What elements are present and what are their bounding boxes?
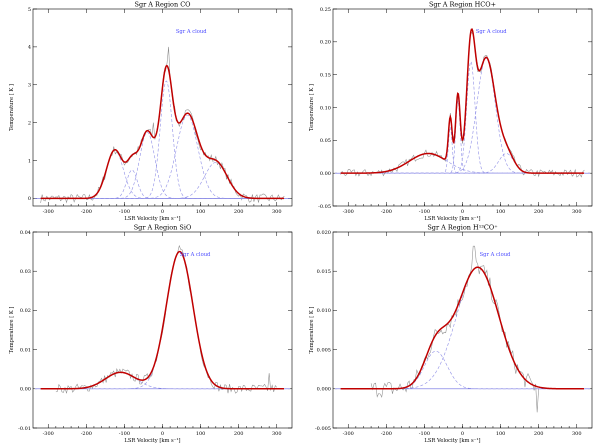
total-fit [40, 250, 284, 390]
gaussian-component-6 [40, 162, 285, 199]
y-tick-label: 0.015 [317, 269, 331, 275]
x-axis-label: LSR Velocity [km s⁻¹] [124, 438, 180, 444]
y-axis-label: Temperature [ K ] [309, 84, 315, 131]
x-tick-label: -100 [419, 209, 430, 215]
x-tick-label: 0 [161, 431, 164, 437]
gaussian-component-2 [340, 266, 585, 390]
x-tick-label: -300 [343, 209, 354, 215]
chart-title: Sgr A Region CO [135, 1, 191, 9]
total-fit [40, 64, 284, 200]
observed-spectrum [40, 46, 285, 204]
chart-title: Sgr A Region H¹³CO⁺ [427, 224, 497, 232]
x-tick-label: 100 [196, 209, 206, 215]
y-tick-label: 0.01 [20, 347, 31, 353]
y-axis-label: Temperature [ K ] [309, 307, 315, 354]
y-tick-label: 0.25 [320, 7, 331, 13]
chart-title: Sgr A Region SiO [134, 224, 192, 232]
annotation-label: Sgr A cloud [476, 29, 507, 35]
x-tick-label: -200 [81, 209, 92, 215]
gaussian-component-2 [340, 127, 585, 174]
x-tick-label: 100 [496, 431, 506, 437]
observed-spectrum [55, 244, 277, 394]
x-tick-label: 200 [534, 431, 544, 437]
annotation-label: Sgr A cloud [176, 29, 207, 35]
annotation-label: Sgr A cloud [180, 252, 211, 258]
x-tick-label: 300 [272, 431, 282, 437]
y-tick-label: 0.005 [317, 347, 331, 353]
x-tick-label: 200 [534, 209, 544, 215]
y-tick-label: 0.00 [320, 171, 331, 177]
y-tick-label: 0.10 [320, 105, 331, 111]
x-tick-label: 200 [234, 209, 244, 215]
x-tick-label: 200 [234, 431, 244, 437]
total-fit [340, 266, 584, 390]
y-tick-label: 4 [28, 45, 31, 51]
x-tick-label: 0 [161, 209, 164, 215]
y-tick-label: 2 [28, 120, 31, 126]
x-tick-label: 300 [572, 431, 582, 437]
y-tick-label: 5 [28, 7, 31, 13]
x-tick-label: -100 [419, 431, 430, 437]
total-fit [340, 28, 584, 174]
y-tick-label: 0.02 [20, 308, 31, 314]
x-tick-label: 100 [196, 431, 206, 437]
x-tick-label: -200 [381, 209, 392, 215]
observed-spectrum [340, 31, 585, 178]
gaussian-component-1 [40, 149, 285, 199]
x-tick-label: -300 [43, 431, 54, 437]
y-tick-label: 0.010 [317, 308, 331, 314]
y-tick-label: 1 [28, 158, 31, 164]
x-tick-label: -200 [81, 431, 92, 437]
y-tick-label: 0.05 [320, 138, 331, 144]
y-tick-label: -0.01 [18, 426, 31, 432]
gaussian-component-4 [40, 80, 285, 199]
x-tick-label: 100 [496, 209, 506, 215]
y-tick-label: 0.15 [320, 72, 331, 78]
y-tick-label: 0.020 [317, 230, 331, 236]
x-axis-label: LSR Velocity [km s⁻¹] [124, 216, 180, 222]
x-tick-label: 0 [461, 209, 464, 215]
y-tick-label: 0.03 [20, 269, 31, 275]
chart-panel-2: Sgr A Region HCO+ -300 -200 -100 0 100 200 300 -… [309, 1, 593, 222]
x-tick-label: -300 [343, 431, 354, 437]
gaussian-component-4 [340, 60, 585, 174]
x-tick-label: -300 [43, 209, 54, 215]
y-axis-label: Temperature [ K ] [9, 307, 15, 354]
chart-title: Sgr A Region HCO+ [429, 1, 496, 9]
gaussian-component-5 [40, 114, 285, 199]
gaussian-component-2 [40, 251, 285, 390]
x-tick-label: -200 [381, 431, 392, 437]
y-tick-label: 3 [28, 83, 31, 89]
chart-panel-3: Sgr A Region SiO -300 -200 -100 0 100 200 300 -0… [9, 224, 293, 444]
y-tick-label: 0.00 [20, 387, 31, 393]
gaussian-component-1 [40, 372, 285, 390]
x-tick-label: 300 [572, 209, 582, 215]
gaussian-component-3 [40, 131, 285, 199]
x-tick-label: 0 [461, 431, 464, 437]
plot-frame [332, 8, 593, 207]
x-tick-label: -100 [119, 209, 130, 215]
x-axis-label: LSR Velocity [km s⁻¹] [424, 216, 480, 222]
gaussian-component-5 [340, 57, 585, 174]
y-tick-label: -0.005 [315, 426, 331, 432]
observed-spectrum [370, 245, 539, 413]
x-tick-label: -100 [119, 431, 130, 437]
chart-panel-1: Sgr A Region CO -300 -200 -100 0 100 200 300 0 1 2… [9, 1, 293, 222]
chart-panel-4: Sgr A Region H¹³CO⁺ -300 -200 -100 0 100 200 30… [309, 224, 593, 444]
y-tick-label: 0.000 [317, 387, 331, 393]
plot-frame [332, 231, 593, 429]
y-tick-label: 0 [28, 196, 31, 202]
x-tick-label: 300 [272, 209, 282, 215]
y-tick-label: 0.04 [20, 230, 31, 236]
annotation-label: Sgr A cloud [480, 252, 511, 258]
y-tick-label: -0.05 [318, 204, 331, 210]
x-axis-label: LSR Velocity [km s⁻¹] [424, 438, 480, 444]
y-tick-label: 0.20 [320, 40, 331, 46]
plot-frame [32, 8, 293, 207]
y-axis-label: Temperature [ K ] [9, 84, 15, 131]
gaussian-component-3 [340, 100, 585, 174]
gaussian-component-1 [340, 350, 585, 390]
